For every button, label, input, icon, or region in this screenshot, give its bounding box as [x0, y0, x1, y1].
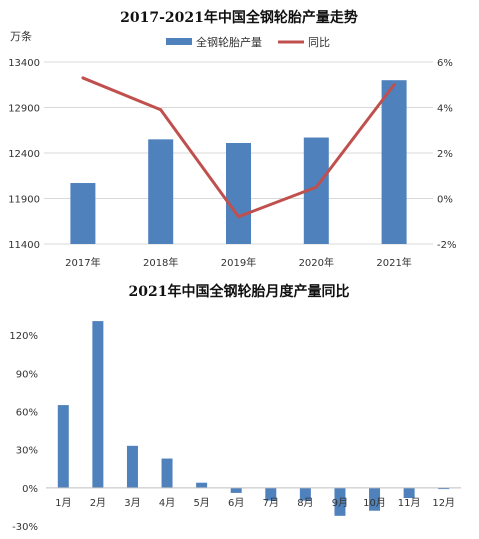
x-tick-label: 2019年 — [221, 256, 256, 269]
bar-monthly-yoy — [369, 487, 381, 511]
x-tick-label: 10月 — [363, 497, 386, 509]
legend-line-label: 同比 — [308, 36, 330, 49]
bar-production — [148, 139, 174, 244]
bar-monthly-yoy — [334, 487, 346, 516]
x-tick-label: 11月 — [398, 497, 421, 509]
bar-monthly-yoy — [161, 458, 173, 488]
y-tick-label: 120% — [9, 331, 38, 342]
y-left-tick-label: 13400 — [8, 58, 40, 69]
line-yoy-point — [392, 83, 396, 87]
bar-production — [70, 183, 96, 244]
line-yoy-point — [237, 215, 240, 219]
bar-monthly-yoy — [196, 482, 208, 488]
production-trend-chart-svg: 2017-2021年中国全钢轮胎产量走势 万条 全钢轮胎产量 同比 11400 1… — [8, 9, 456, 269]
bar-monthly-yoy — [265, 487, 277, 501]
bar-monthly-yoy — [92, 321, 104, 488]
y-tick-label: 30% — [16, 446, 38, 457]
legend-bar-swatch — [166, 38, 192, 45]
y-right-tick-label: 2% — [437, 149, 453, 160]
y-right-tick-label: -2% — [437, 240, 456, 251]
x-tick-label: 9月 — [332, 497, 348, 509]
bar-monthly-yoy — [57, 405, 69, 488]
legend: 全钢轮胎产量 同比 — [166, 35, 330, 49]
x-tick-label: 2017年 — [65, 256, 100, 269]
y-tick-label: -30% — [12, 522, 38, 533]
monthly-yoy-chart: 2021年中国全钢轮胎月度产量同比 -30% 0% 30% 60% 90% 120% 1月… — [0, 276, 479, 535]
y-left-tick-label: 11900 — [8, 195, 40, 206]
x-tick-label: 4月 — [159, 497, 175, 509]
bar-monthly-yoy — [438, 487, 450, 490]
y-left-tick-label: 11400 — [8, 240, 40, 251]
x-tick-label: 6月 — [228, 497, 244, 509]
bar-monthly-yoy — [126, 445, 138, 488]
x-tick-label: 2020年 — [299, 256, 334, 269]
x-tick-label: 2021年 — [376, 256, 411, 269]
line-yoy-point — [81, 76, 85, 80]
y-tick-label: 90% — [16, 369, 38, 380]
monthly-yoy-chart-svg: 2021年中国全钢轮胎月度产量同比 -30% 0% 30% 60% 90% 120% 1月… — [9, 283, 461, 533]
y-tick-label: 60% — [16, 407, 38, 418]
production-trend-chart: 2017-2021年中国全钢轮胎产量走势 万条 全钢轮胎产量 同比 11400 1… — [8, 9, 456, 269]
x-tick-label: 2018年 — [143, 256, 178, 269]
chart-title: 2017-2021年中国全钢轮胎产量走势 — [120, 9, 358, 26]
bar-monthly-yoy — [299, 487, 311, 501]
legend-bar-label: 全钢轮胎产量 — [196, 35, 262, 49]
y-right-tick-label: 6% — [437, 58, 453, 69]
bar-production — [381, 80, 407, 244]
y-right-tick-label: 0% — [437, 195, 453, 206]
bar-monthly-yoy — [230, 487, 242, 493]
line-yoy-point — [159, 108, 163, 112]
x-tick-label: 12月 — [432, 497, 455, 509]
y-axis-unit-label: 万条 — [10, 29, 32, 43]
bar-monthly-yoy — [403, 487, 415, 498]
x-tick-label: 3月 — [124, 497, 140, 509]
x-tick-label: 2月 — [90, 497, 106, 509]
line-yoy-point — [314, 185, 318, 189]
chart-title: 2021年中国全钢轮胎月度产量同比 — [129, 283, 350, 300]
y-left-tick-label: 12400 — [8, 149, 40, 160]
y-left-tick-label: 12900 — [8, 104, 40, 115]
bar-production — [226, 142, 251, 244]
y-tick-label: 0% — [22, 484, 38, 495]
x-tick-label: 1月 — [55, 497, 71, 509]
x-tick-label: 5月 — [193, 497, 209, 509]
x-tick-label: 8月 — [297, 497, 313, 509]
y-right-tick-label: 4% — [437, 104, 453, 115]
x-tick-label: 7月 — [263, 497, 279, 509]
